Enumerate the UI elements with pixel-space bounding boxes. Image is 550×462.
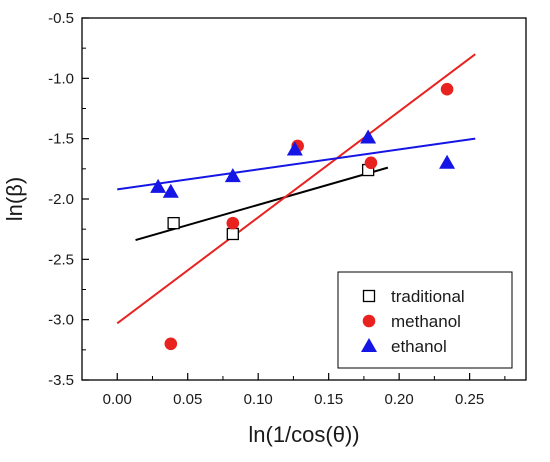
- y-tick-label: -2.5: [48, 251, 74, 268]
- ethanol-point: [162, 183, 179, 198]
- x-tick-label: 0.00: [103, 391, 132, 408]
- y-tick-label: -3.0: [48, 312, 74, 329]
- legend-label-traditional: traditional: [391, 287, 465, 306]
- legend-marker-traditional: [362, 289, 376, 303]
- x-axis-title: ln(1/cos(θ)): [248, 422, 359, 447]
- tick-labels: 0.00 0.05 0.10 0.15 0.20 0.25 -0.5 -1.0 -1.5 -2.0…: [48, 10, 484, 408]
- ethanol-point: [150, 178, 167, 193]
- ethanol-point: [224, 168, 241, 183]
- ethanol-fit-line: [117, 137, 476, 191]
- methanol-point: [364, 156, 378, 170]
- methanol-point: [164, 337, 178, 351]
- legend-label-methanol: methanol: [391, 312, 461, 331]
- y-tick-label: -1.0: [48, 70, 74, 87]
- traditional-point: [167, 216, 180, 230]
- x-tick-label: 0.10: [244, 391, 273, 408]
- legend-marker-methanol: [362, 314, 376, 328]
- methanol-point: [226, 216, 240, 230]
- y-tick-label: -2.0: [48, 191, 74, 208]
- x-tick-label: 0.05: [173, 391, 202, 408]
- x-tick-label: 0.20: [385, 391, 414, 408]
- y-tick-label: -3.5: [48, 372, 74, 389]
- y-axis-title: ln(β): [2, 177, 27, 221]
- traditional-point: [226, 227, 239, 241]
- legend-marker-ethanol: [361, 338, 377, 352]
- axis-ticks: [82, 17, 506, 381]
- methanol-fit-line: [116, 53, 476, 325]
- x-tick-label: 0.25: [455, 391, 484, 408]
- legend-label-ethanol: ethanol: [391, 337, 447, 356]
- y-tick-label: -0.5: [48, 10, 74, 27]
- legend: traditional methanol ethanol: [337, 271, 513, 369]
- ethanol-point: [286, 141, 303, 156]
- data-points: [150, 82, 456, 351]
- ethanol-point: [360, 129, 377, 144]
- ethanol-point: [439, 154, 456, 169]
- y-tick-label: -1.5: [48, 131, 74, 148]
- x-tick-label: 0.15: [314, 391, 343, 408]
- methanol-point: [440, 82, 454, 96]
